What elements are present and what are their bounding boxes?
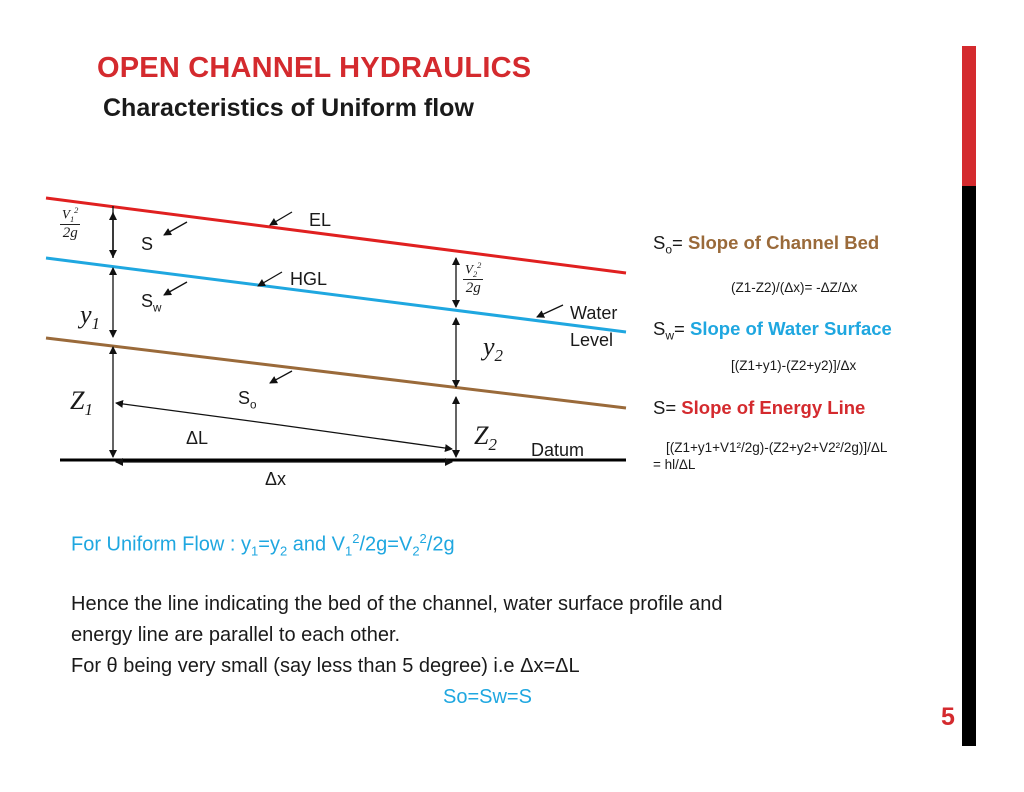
slide-title: OPEN CHANNEL HYDRAULICS xyxy=(97,52,532,84)
page-number: 5 xyxy=(941,703,955,731)
so-formula: (Z1-Z2)/(Δx)= -ΔZ/Δx xyxy=(731,280,858,295)
conclusion-equation: So=Sw=S xyxy=(443,686,532,708)
s-slope-label: S xyxy=(141,234,154,254)
uniform-flow-condition: For Uniform Flow : y1=y2 and V12/2g=V22/… xyxy=(71,531,455,559)
section1-elevation-label: Z1 xyxy=(70,386,93,420)
paragraph-line-3: For θ being very small (say less than 5 … xyxy=(71,655,580,677)
delta-l-arrow xyxy=(115,399,453,452)
channel-bed-line xyxy=(45,336,627,410)
leader-arrows xyxy=(163,211,564,384)
section1-depth-label: y1 xyxy=(80,300,100,334)
section2-depth-label: y2 xyxy=(483,332,503,366)
delta-x-label: Δx xyxy=(265,469,287,489)
sw-slope-label: Sw xyxy=(141,291,162,315)
delta-l-label: ΔL xyxy=(186,428,209,448)
sw-formula: [(Z1+y1)-(Z2+y2)]/Δx xyxy=(731,358,857,373)
hgl-label: HGL xyxy=(290,269,328,289)
so-slope-label: So xyxy=(238,388,257,412)
section2-elevation-label: Z2 xyxy=(474,421,497,455)
datum-label: Datum xyxy=(531,440,585,460)
energy-line xyxy=(45,196,627,275)
section2-velocity-head: V22 2g xyxy=(463,260,484,296)
level-label: Level xyxy=(570,330,614,350)
water-surface-line xyxy=(45,256,627,334)
section1-velocity-head: V12 2g xyxy=(60,205,81,241)
sw-definition: Sw= Slope of Water Surface xyxy=(653,318,892,343)
slide-subtitle: Characteristics of Uniform flow xyxy=(103,94,474,122)
s-formula-line2: = hl/ΔL xyxy=(653,457,696,472)
water-label: Water xyxy=(570,303,618,323)
accent-bar-red xyxy=(962,46,976,186)
paragraph-line-1: Hence the line indicating the bed of the… xyxy=(71,593,723,615)
s-formula-line1: [(Z1+y1+V1²/2g)-(Z2+y2+V2²/2g)]/ΔL xyxy=(666,440,888,455)
so-definition: So= Slope of Channel Bed xyxy=(653,232,880,257)
paragraph-line-2: energy line are parallel to each other. xyxy=(71,624,401,646)
s-definition: S= Slope of Energy Line xyxy=(653,397,866,418)
el-label: EL xyxy=(309,210,332,230)
accent-bar-black xyxy=(962,186,976,746)
